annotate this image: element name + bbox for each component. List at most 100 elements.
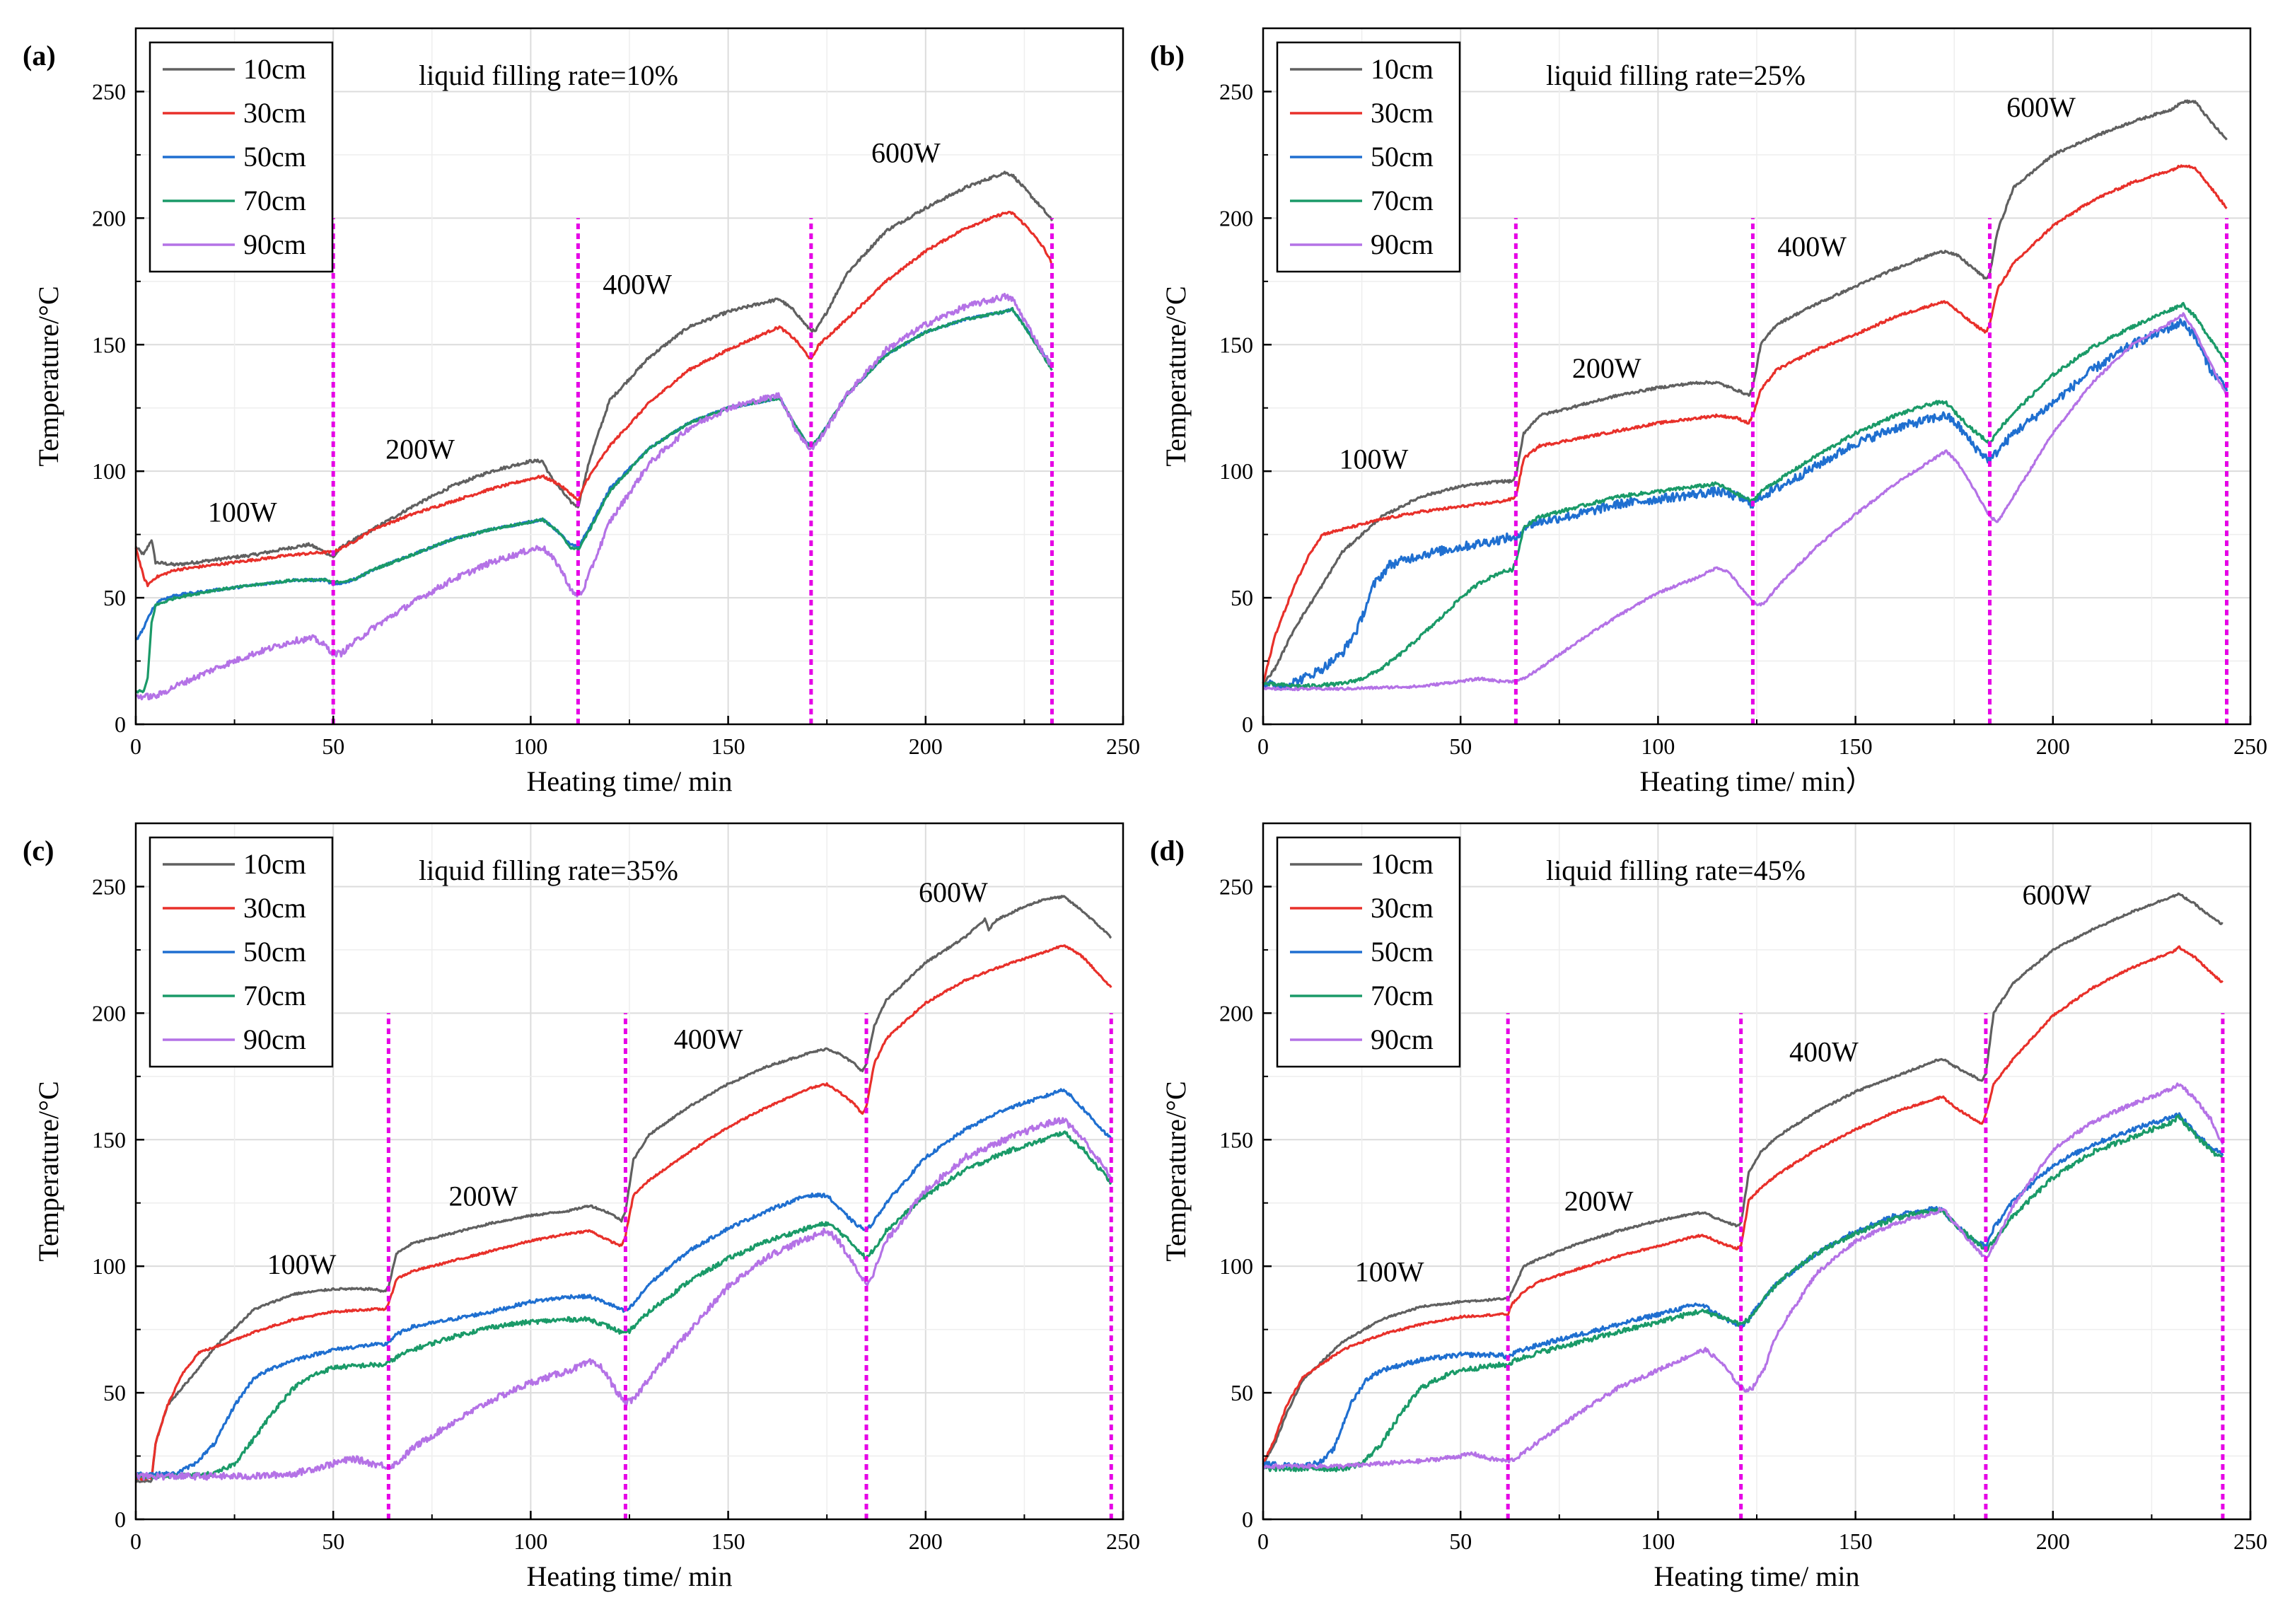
- series-line-50cm: [134, 307, 1053, 641]
- x-tick-label: 150: [711, 1529, 745, 1554]
- x-tick-label: 100: [513, 733, 547, 759]
- power-label: 100W: [1355, 1256, 1424, 1288]
- y-tick-label: 50: [1231, 1380, 1253, 1405]
- power-label: 200W: [1572, 352, 1641, 384]
- filling-rate-annotation: liquid filling rate=10%: [419, 59, 678, 91]
- x-tick-label: 250: [1106, 1529, 1140, 1554]
- grid: [1263, 28, 2250, 724]
- y-tick-label: 150: [92, 1127, 126, 1152]
- legend-label: 90cm: [1371, 1023, 1434, 1055]
- power-label: 200W: [1564, 1185, 1634, 1217]
- series-line-70cm: [1262, 1114, 2224, 1473]
- legend-label: 50cm: [243, 141, 306, 173]
- x-tick-label: 0: [130, 733, 141, 759]
- panel-label: (b): [1150, 40, 1185, 71]
- y-tick-label: 150: [1219, 332, 1253, 357]
- series-line-50cm: [134, 1088, 1112, 1477]
- x-axis-title: Heating time/ min: [526, 1560, 732, 1592]
- power-label: 600W: [871, 137, 941, 169]
- power-label: 200W: [449, 1180, 518, 1212]
- x-tick-label: 150: [1839, 1529, 1873, 1554]
- legend-label: 10cm: [1371, 53, 1434, 85]
- x-tick-label: 0: [1257, 1529, 1269, 1554]
- power-label: 400W: [1777, 231, 1847, 262]
- y-tick-label: 150: [92, 332, 126, 357]
- legend-label: 70cm: [243, 185, 306, 216]
- x-tick-label: 250: [2233, 1529, 2267, 1554]
- x-tick-label: 50: [322, 1529, 344, 1554]
- legend-label: 30cm: [1371, 97, 1434, 129]
- power-label: 100W: [208, 497, 277, 528]
- x-axis-title: Heating time/ min）: [1639, 765, 1873, 797]
- y-tick-label: 250: [92, 874, 126, 899]
- x-tick-label: 250: [1106, 733, 1140, 759]
- legend-label: 30cm: [243, 892, 306, 924]
- y-tick-label: 200: [92, 1000, 126, 1026]
- power-label: 200W: [385, 433, 455, 465]
- y-tick-label: 0: [115, 1507, 126, 1532]
- y-axis-title: Temperature/°C: [1160, 286, 1192, 466]
- y-tick-label: 200: [1219, 205, 1253, 231]
- filling-rate-annotation: liquid filling rate=35%: [419, 854, 678, 886]
- x-tick-label: 100: [1641, 1529, 1675, 1554]
- x-tick-label: 50: [1449, 733, 1472, 759]
- series-line-90cm: [135, 292, 1054, 701]
- y-tick-label: 200: [1219, 1000, 1253, 1026]
- y-axis-title: Temperature/°C: [1160, 1081, 1192, 1261]
- legend-label: 70cm: [1371, 980, 1434, 1011]
- y-axis-title: Temperature/°C: [33, 286, 64, 466]
- series-line-50cm: [1262, 1112, 2224, 1470]
- y-axis-title: Temperature/°C: [33, 1081, 64, 1261]
- filling-rate-annotation: liquid filling rate=45%: [1546, 854, 1806, 886]
- power-label: 100W: [267, 1248, 337, 1280]
- series-line-10cm: [134, 170, 1053, 567]
- y-tick-label: 50: [103, 1380, 126, 1405]
- y-tick-label: 250: [1219, 79, 1253, 104]
- x-tick-label: 100: [1641, 733, 1675, 759]
- y-tick-label: 50: [1231, 585, 1253, 610]
- legend-label: 90cm: [243, 1023, 306, 1055]
- y-tick-label: 50: [103, 585, 126, 610]
- y-tick-label: 0: [115, 712, 126, 737]
- y-tick-label: 100: [1219, 458, 1253, 484]
- legend: 10cm 30cm 50cm 70cm 90cm: [1276, 836, 1461, 1068]
- series-line-90cm: [134, 1117, 1112, 1481]
- y-tick-label: 250: [92, 79, 126, 104]
- legend: 10cm 30cm 50cm 70cm 90cm: [149, 41, 334, 273]
- x-tick-label: 100: [513, 1529, 547, 1554]
- panel-label: (a): [23, 40, 56, 71]
- series-line-70cm: [135, 1130, 1112, 1480]
- legend-label: 50cm: [243, 936, 306, 968]
- legend-label: 70cm: [1371, 185, 1434, 216]
- chart-panel-1: 0 50 100 150 200 250 0 50 100 150 200 250 Heating ti…: [1150, 27, 2267, 797]
- power-label: 600W: [919, 876, 988, 908]
- y-tick-label: 0: [1242, 1507, 1253, 1532]
- y-tick-label: 150: [1219, 1127, 1253, 1152]
- panel-label: (d): [1150, 835, 1185, 866]
- y-tick-label: 100: [92, 458, 126, 484]
- series-line-70cm: [1262, 301, 2227, 689]
- y-tick-label: 100: [1219, 1253, 1253, 1279]
- grid: [136, 823, 1123, 1519]
- legend-label: 90cm: [1371, 228, 1434, 260]
- y-tick-label: 100: [92, 1253, 126, 1279]
- chart-panel-0: 0 50 100 150 200 250 0 50 100 150 200 250 Heating ti…: [23, 27, 1140, 797]
- x-tick-label: 200: [909, 733, 943, 759]
- series-line-10cm: [1262, 892, 2224, 1463]
- x-tick-label: 150: [711, 733, 745, 759]
- power-label: 400W: [603, 269, 672, 301]
- legend: 10cm 30cm 50cm 70cm 90cm: [149, 836, 334, 1068]
- legend-label: 50cm: [1371, 141, 1434, 173]
- power-label: 400W: [1789, 1036, 1859, 1067]
- power-label: 100W: [1339, 443, 1408, 475]
- series-line-30cm: [135, 944, 1112, 1481]
- y-tick-label: 200: [92, 205, 126, 231]
- legend-label: 70cm: [243, 980, 306, 1011]
- y-tick-label: 250: [1219, 874, 1253, 899]
- power-label: 600W: [2006, 91, 2076, 123]
- x-tick-label: 200: [2036, 733, 2070, 759]
- legend-label: 30cm: [243, 97, 306, 129]
- series-line-30cm: [134, 211, 1053, 588]
- series-line-50cm: [1262, 318, 2228, 691]
